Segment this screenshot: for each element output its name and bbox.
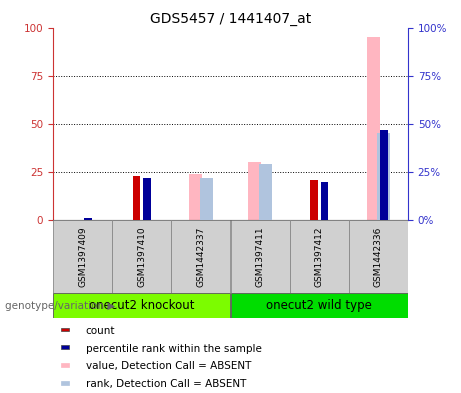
Bar (61, 345, 69, 349)
Text: GSM1397409: GSM1397409 (78, 226, 87, 287)
Bar (377, 133, 390, 220)
Text: count: count (86, 326, 115, 336)
Text: GSM1442337: GSM1442337 (196, 226, 206, 286)
Bar (230, 293, 408, 318)
Text: GSM1397412: GSM1397412 (315, 226, 324, 286)
Bar (189, 174, 202, 220)
Bar (321, 182, 328, 220)
Bar (380, 130, 388, 220)
Text: percentile rank within the sample: percentile rank within the sample (86, 344, 261, 354)
Bar (53, 220, 112, 293)
Bar (248, 162, 261, 220)
Bar (61, 363, 69, 367)
Bar (133, 176, 140, 220)
Bar (171, 220, 230, 293)
Bar (61, 381, 69, 385)
Text: rank, Detection Call = ABSENT: rank, Detection Call = ABSENT (86, 379, 246, 389)
Bar (366, 37, 379, 220)
Text: onecut2 knockout: onecut2 knockout (89, 299, 195, 312)
Text: onecut2 wild type: onecut2 wild type (266, 299, 372, 312)
Bar (200, 178, 213, 220)
Bar (349, 220, 408, 293)
Bar (53, 293, 230, 318)
Text: GSM1397411: GSM1397411 (255, 226, 265, 287)
Text: value, Detection Call = ABSENT: value, Detection Call = ABSENT (86, 362, 251, 371)
Bar (310, 180, 318, 220)
Bar (84, 218, 92, 220)
Text: genotype/variation ▶: genotype/variation ▶ (5, 301, 115, 310)
Text: GSM1397410: GSM1397410 (137, 226, 146, 287)
Bar (61, 328, 69, 332)
Bar (259, 164, 272, 220)
Text: GDS5457 / 1441407_at: GDS5457 / 1441407_at (150, 12, 311, 26)
Bar (112, 220, 171, 293)
Bar (290, 220, 349, 293)
Bar (230, 220, 290, 293)
Text: GSM1442336: GSM1442336 (374, 226, 383, 286)
Bar (143, 178, 151, 220)
